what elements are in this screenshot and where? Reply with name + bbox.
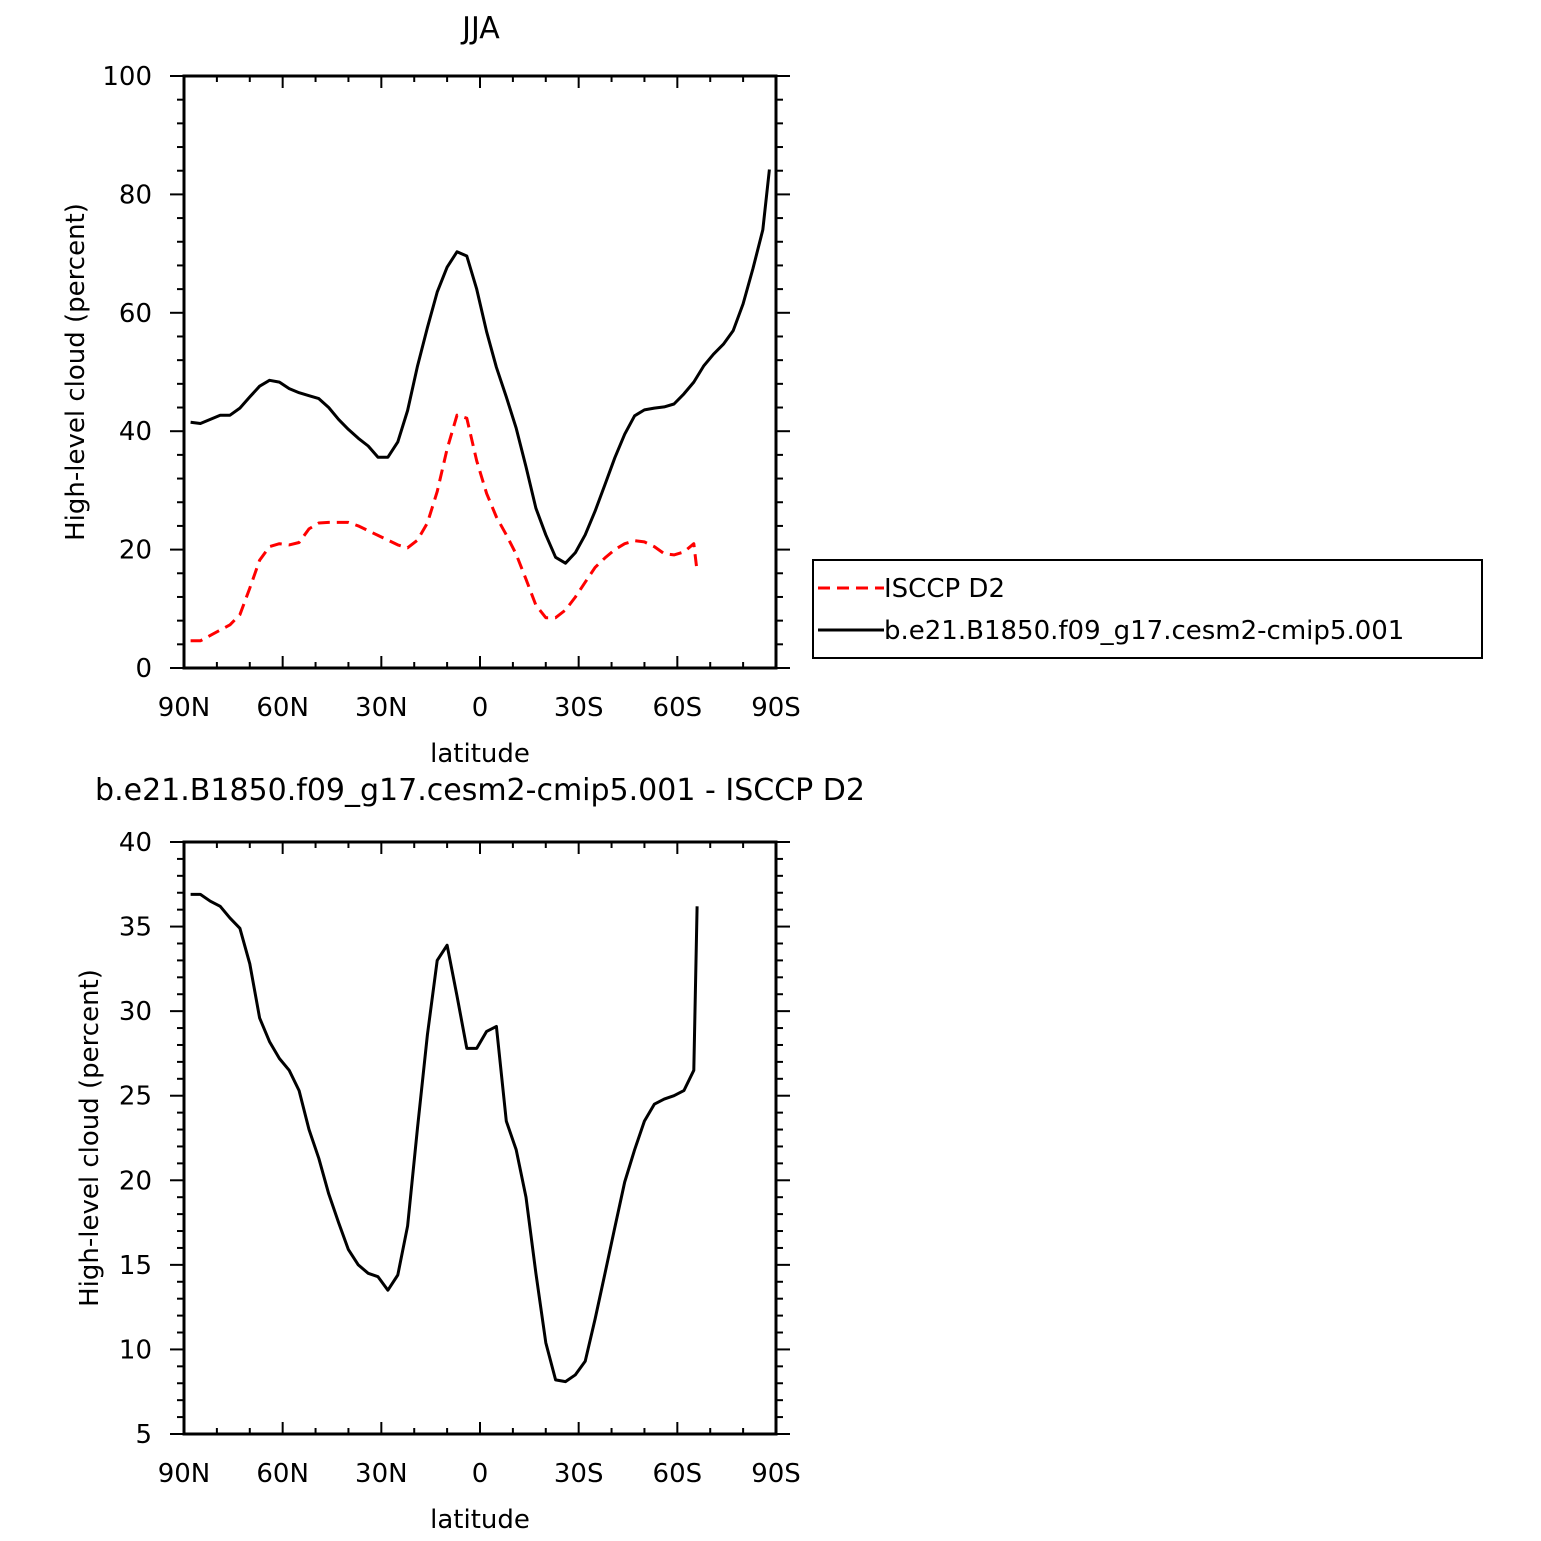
bottom-y-tick-label: 10 [119, 1335, 152, 1365]
top-y-tick-label: 60 [119, 299, 152, 329]
top-x-tick-label: 30N [355, 693, 408, 723]
bottom-y-tick-label: 35 [119, 913, 152, 943]
bottom-series-line-0 [190, 892, 699, 1384]
bottom-y-tick-label: 20 [119, 1166, 152, 1196]
bottom-panel: b.e21.B1850.f09_g17.cesm2-cmip5.001 - IS… [75, 773, 865, 1535]
top-plot-frame [182, 74, 778, 670]
top-x-axis-label: latitude [430, 739, 530, 769]
bottom-y-tick-label: 30 [119, 997, 152, 1027]
legend: ISCCP D2 b.e21.B1850.f09_g17.cesm2-cmip5… [812, 559, 1483, 659]
top-series-line-1 [190, 169, 771, 565]
top-y-tick-label: 100 [102, 62, 152, 92]
top-y-tick-label: 20 [119, 536, 152, 566]
legend-box [812, 559, 1483, 659]
bottom-x-tick-label: 60S [653, 1459, 703, 1489]
top-x-tick-label: 0 [472, 693, 489, 723]
bottom-x-tick-label: 0 [472, 1459, 489, 1489]
bottom-y-tick-label: 25 [119, 1082, 152, 1112]
bottom-x-tick-label: 90N [158, 1459, 211, 1489]
bottom-x-axis-label: latitude [430, 1505, 530, 1535]
bottom-y-axis-label: High-level cloud (percent) [75, 969, 105, 1307]
bottom-x-tick-label: 30N [355, 1459, 408, 1489]
bottom-y-tick-label: 5 [135, 1420, 152, 1450]
top-y-tick-label: 0 [135, 654, 152, 684]
bottom-x-tick-label: 30S [554, 1459, 604, 1489]
bottom-x-tick-label: 60N [256, 1459, 309, 1489]
top-x-tick-label: 60S [653, 693, 703, 723]
top-x-tick-label: 30S [554, 693, 604, 723]
bottom-plot-frame [182, 840, 778, 1436]
bottom-y-tick-label: 15 [119, 1251, 152, 1281]
top-x-tick-label: 90N [158, 693, 211, 723]
top-y-tick-label: 80 [119, 180, 152, 210]
bottom-plot-title: b.e21.B1850.f09_g17.cesm2-cmip5.001 - IS… [95, 773, 865, 808]
top-x-tick-label: 90S [751, 693, 801, 723]
top-panel: JJA 90N 60N 30N 0 30S 60S 90S 0 20 40 60 80 100 lati… [61, 11, 801, 769]
top-series-line-0 [190, 413, 699, 643]
bottom-x-tick-label: 90S [751, 1459, 801, 1489]
legend-label-model: b.e21.B1850.f09_g17.cesm2-cmip5.001 [884, 616, 1404, 646]
bottom-y-tick-label: 40 [119, 828, 152, 858]
legend-label-isccp: ISCCP D2 [884, 574, 1005, 604]
bottom-tick-layer: 90N 60N 30N 0 30S 60S 90S 5 10 15 20 25 30 35 40 [119, 828, 801, 1489]
top-tick-layer: 90N 60N 30N 0 30S 60S 90S 0 20 40 60 80 100 [102, 62, 800, 723]
top-x-tick-label: 60N [256, 693, 309, 723]
top-series-layer [190, 169, 771, 643]
bottom-series-layer [190, 892, 699, 1384]
top-y-tick-label: 40 [119, 417, 152, 447]
top-y-axis-label: High-level cloud (percent) [61, 203, 91, 541]
top-plot-title: JJA [460, 11, 500, 46]
